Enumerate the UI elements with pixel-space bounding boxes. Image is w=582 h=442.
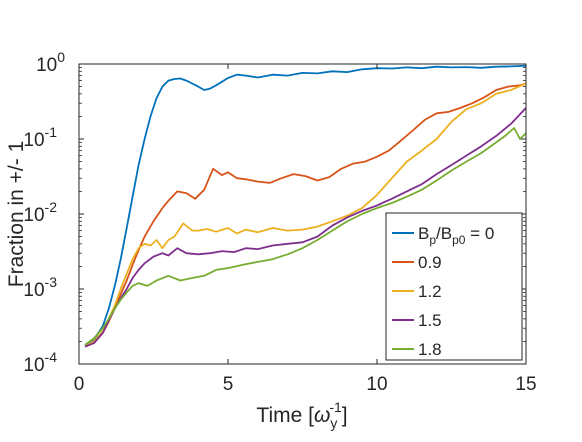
legend-label-1: 0.9	[418, 253, 442, 272]
y-tick-label: 10-1	[23, 124, 57, 151]
series-line-4	[84, 127, 526, 346]
y-tick-label: 10-2	[23, 199, 57, 226]
legend-label-0: Bp/Bp0 = 0	[418, 224, 494, 247]
y-tick-label: 10-3	[23, 274, 57, 301]
legend-label-4: 1.8	[418, 340, 442, 359]
series-line-3	[84, 107, 526, 348]
ticks-layer: 0 5 10 15 10-4 10-3 10-2 10-1 100	[23, 49, 536, 395]
legend-label-3: 1.5	[418, 311, 442, 330]
legend-box	[385, 212, 523, 361]
series-line-1	[84, 82, 526, 348]
series-line-2	[84, 82, 526, 348]
series-line-0	[84, 64, 526, 346]
x-tick-label: 0	[74, 374, 85, 395]
x-tick-label: 15	[515, 374, 536, 395]
x-tick-label: 5	[223, 374, 234, 395]
y-axis-label: Fraction in +/- 1	[5, 141, 28, 287]
x-axis-label: Time [ωy-1]	[256, 399, 347, 431]
legend-label-2: 1.2	[418, 282, 442, 301]
series-layer	[84, 64, 526, 348]
x-tick-label: 10	[366, 374, 387, 395]
legend: Bp/Bp0 = 0 0.9 1.2 1.5 1.8	[385, 212, 523, 361]
y-tick-label: 10-4	[23, 349, 57, 376]
y-tick-label: 100	[36, 49, 65, 76]
